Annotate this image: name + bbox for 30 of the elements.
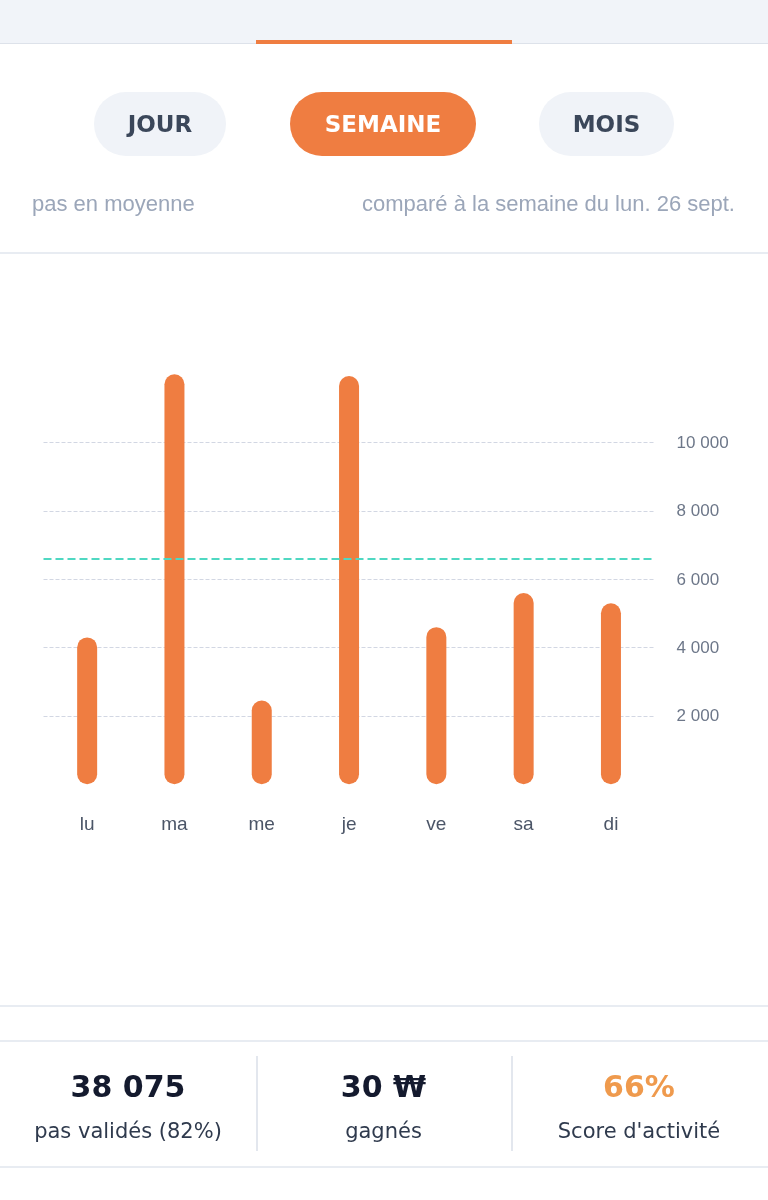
bar: [426, 627, 447, 785]
y-tick-label: 4 000: [676, 638, 720, 658]
bar: [77, 637, 98, 785]
bar: [251, 700, 272, 785]
x-tick-label: di: [603, 813, 619, 835]
period-button: MOIS: [539, 92, 674, 156]
bar: [513, 592, 534, 785]
bar: [600, 603, 621, 785]
y-tick-label: 10 000: [676, 433, 729, 453]
text: pas en moyenne: [32, 191, 195, 216]
bar: [339, 376, 360, 785]
period-button: SEMAINE: [290, 92, 476, 156]
x-tick-label: ve: [426, 813, 447, 835]
y-tick-label: 8 000: [676, 501, 720, 521]
text: 30 ₩: [339, 1069, 428, 1104]
period-button: JOUR: [94, 92, 226, 156]
x-tick-label: je: [340, 813, 357, 835]
text: Score d'activité: [556, 1119, 722, 1143]
text: 66%: [602, 1069, 676, 1104]
text: comparé à la semaine du lun. 26 sept.: [361, 191, 735, 216]
text: pas validés (82%): [33, 1119, 223, 1143]
text: 38 075: [69, 1069, 187, 1104]
x-tick-label: lu: [79, 813, 95, 835]
y-tick-label: 2 000: [676, 706, 720, 726]
text: gagnés: [344, 1119, 423, 1143]
y-tick-label: 6 000: [676, 569, 720, 589]
x-tick-label: me: [248, 813, 275, 835]
x-tick-label: sa: [513, 813, 535, 835]
bar: [164, 374, 185, 785]
x-tick-label: ma: [161, 813, 189, 835]
